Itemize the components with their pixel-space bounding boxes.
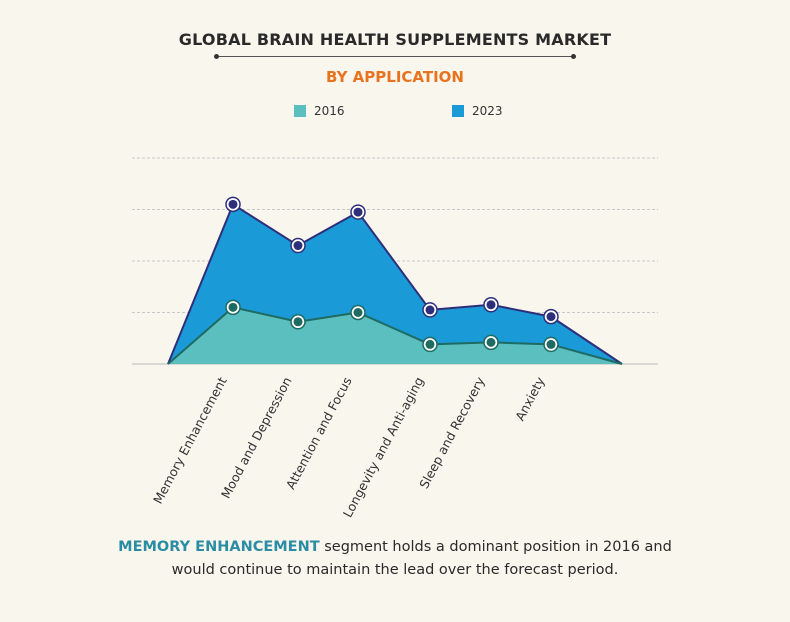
legend-item-2016: 2016 — [294, 104, 345, 118]
legend-swatch-2016 — [294, 105, 306, 117]
chart-title: GLOBAL BRAIN HEALTH SUPPLEMENTS MARKET — [178, 30, 612, 49]
x-tick-label-3: Longevity and Anti-aging — [340, 374, 427, 520]
footnote-line1: segment holds a dominant position in 201… — [319, 539, 672, 555]
point-core-2016-2 — [353, 308, 363, 317]
point-core-2016-3 — [425, 339, 435, 349]
point-core-2016-0 — [228, 302, 238, 312]
line-2023 — [167, 203, 623, 365]
x-tick-label-5: Anxiety — [512, 374, 548, 423]
chart-subtitle: BY APPLICATION — [325, 68, 464, 86]
footnote: MEMORY ENHANCEMENT segment holds a domin… — [0, 536, 790, 582]
point-core-2023-1 — [293, 241, 303, 251]
legend-swatch-2023 — [452, 105, 464, 117]
x-tick-label-2: Attention and Focus — [283, 374, 355, 491]
legend-label-2023: 2023 — [472, 104, 503, 118]
title-divider — [214, 54, 576, 59]
legend: 2016 2023 — [0, 104, 790, 122]
area-2016 — [168, 307, 622, 364]
legend-label-2016: 2016 — [314, 104, 345, 118]
point-core-2023-0 — [228, 199, 238, 209]
legend-item-2023: 2023 — [452, 104, 503, 118]
x-tick-label-0: Memory Enhancement — [150, 374, 230, 506]
point-core-2016-1 — [293, 317, 303, 327]
point-core-2023-4 — [486, 300, 496, 310]
footnote-line2: would continue to maintain the lead over… — [171, 562, 619, 578]
footnote-highlight: MEMORY ENHANCEMENT — [118, 539, 320, 555]
point-core-2023-2 — [353, 207, 363, 217]
line-2016 — [167, 306, 623, 365]
point-core-2023-5 — [546, 312, 556, 322]
x-tick-label-4: Sleep and Recovery — [416, 374, 488, 491]
point-core-2016-4 — [486, 337, 496, 347]
point-core-2023-3 — [425, 305, 435, 315]
point-core-2016-5 — [546, 339, 556, 349]
